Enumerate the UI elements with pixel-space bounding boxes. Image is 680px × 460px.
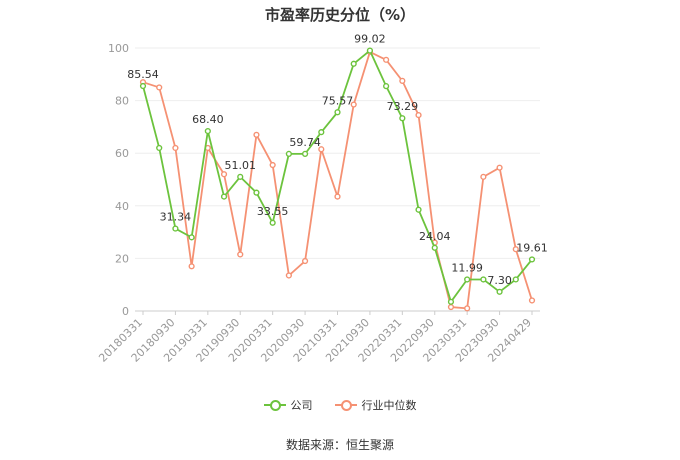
data-point-company <box>220 193 228 200</box>
data-point-company <box>512 276 519 283</box>
data-label-company: 68.40 <box>192 113 224 126</box>
data-point-company <box>285 150 292 157</box>
data-point-company <box>366 47 374 54</box>
data-point-industry <box>399 77 406 84</box>
data-label-company: 24.04 <box>419 230 451 243</box>
data-point-company <box>156 144 163 152</box>
data-point-company <box>480 276 487 283</box>
legend-label-industry: 行业中位数 <box>361 399 417 412</box>
chart-title: 市盈率历史分位（%） <box>264 6 416 24</box>
y-tick-label: 40 <box>115 200 129 213</box>
data-point-industry <box>318 146 325 153</box>
data-point-industry <box>512 246 519 253</box>
data-point-company <box>301 150 309 157</box>
y-tick-label: 60 <box>115 147 129 160</box>
data-point-company <box>528 256 536 263</box>
data-point-company <box>350 60 357 67</box>
data-point-company <box>318 129 325 136</box>
data-point-company <box>447 298 455 305</box>
data-point-industry <box>301 257 309 265</box>
data-point-industry <box>237 251 244 258</box>
data-label-company: 11.99 <box>451 261 483 274</box>
data-point-industry <box>172 144 179 152</box>
data-source-note: 数据来源：恒生聚源 <box>285 438 394 452</box>
legend: 公司 行业中位数 <box>0 397 680 413</box>
data-point-industry <box>285 272 292 279</box>
y-tick-label: 0 <box>122 305 129 318</box>
data-point-company <box>269 219 276 226</box>
legend-item-company[interactable]: 公司 <box>263 397 313 413</box>
data-point-industry <box>496 164 503 171</box>
data-label-company: 31.34 <box>160 211 192 224</box>
data-point-industry <box>188 263 195 270</box>
data-point-company <box>253 189 260 196</box>
data-point-company <box>334 109 341 116</box>
data-point-company <box>464 276 471 283</box>
legend-label-company: 公司 <box>290 399 313 412</box>
data-label-company: 85.54 <box>127 68 159 81</box>
data-point-company <box>139 82 147 90</box>
data-point-industry <box>480 173 487 180</box>
data-point-company <box>383 83 390 90</box>
data-point-company <box>237 173 244 180</box>
data-point-industry <box>528 297 536 304</box>
data-label-company: 59.74 <box>289 136 321 149</box>
y-tick-label: 80 <box>115 95 129 108</box>
data-point-company <box>172 225 179 232</box>
data-point-industry <box>383 56 390 63</box>
data-point-industry <box>350 101 357 108</box>
data-label-company: 73.29 <box>387 100 419 113</box>
data-point-industry <box>220 171 228 178</box>
data-point-industry <box>415 111 422 119</box>
data-label-company: 99.02 <box>354 33 386 46</box>
data-label-company: 7.30 <box>487 274 512 287</box>
data-point-industry <box>156 84 163 91</box>
data-point-company <box>415 206 422 213</box>
data-label-company: 19.61 <box>516 241 548 254</box>
y-tick-label: 100 <box>108 42 129 55</box>
data-point-company <box>431 244 438 251</box>
data-point-company <box>399 115 406 122</box>
data-point-company <box>188 234 195 241</box>
data-point-industry <box>269 161 276 169</box>
data-point-industry <box>253 131 260 138</box>
data-label-company: 51.01 <box>225 159 257 172</box>
legend-item-industry[interactable]: 行业中位数 <box>334 397 417 413</box>
data-point-industry <box>447 303 455 311</box>
data-label-company: 75.57 <box>322 94 354 107</box>
data-point-industry <box>464 305 471 312</box>
y-tick-label: 20 <box>115 252 129 265</box>
data-label-company: 33.55 <box>257 205 289 218</box>
legend-swatch-industry <box>334 399 357 411</box>
data-point-industry <box>334 193 341 200</box>
data-point-company <box>496 288 503 295</box>
data-point-company <box>204 128 211 135</box>
legend-swatch-company <box>263 399 286 411</box>
